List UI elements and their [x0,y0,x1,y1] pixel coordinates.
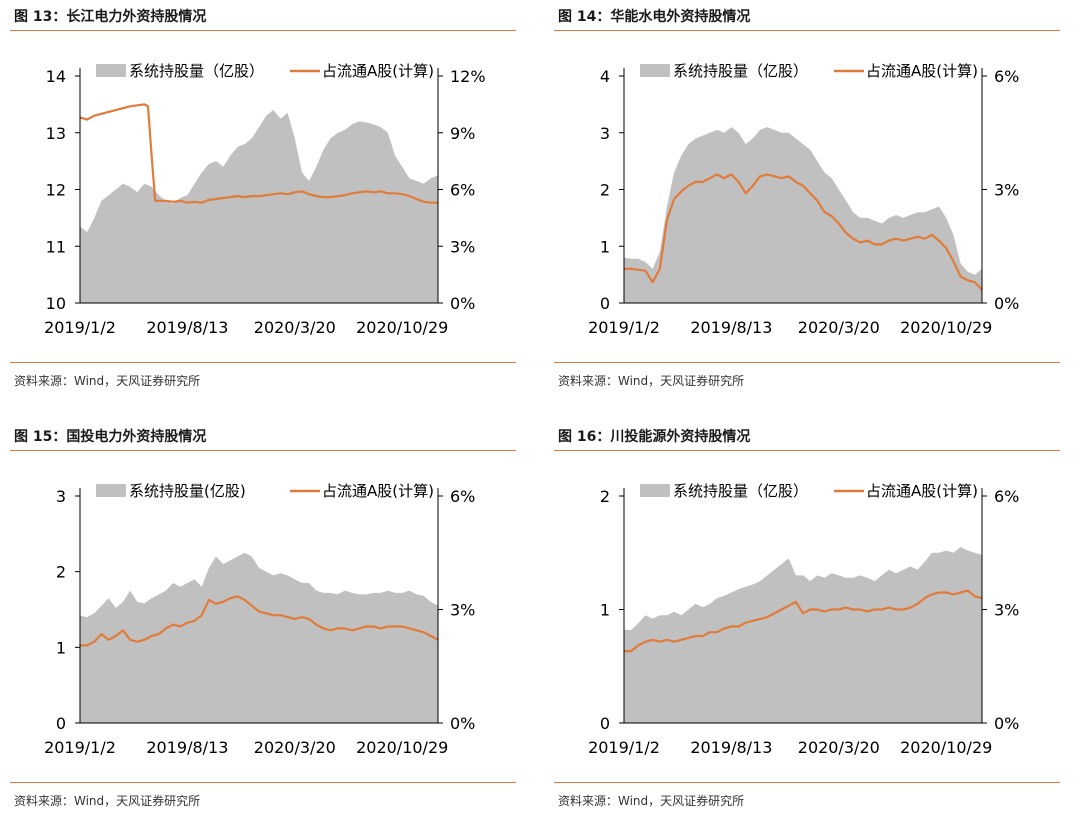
x-tick-label: 2019/1/2 [588,738,660,757]
left-tick-label: 0 [56,714,66,733]
right-tick-label: 9% [450,124,475,143]
left-tick-label: 1 [56,638,66,657]
left-tick-label: 10 [46,294,66,313]
chart-plot: 0 1 2 0% 3% 6% 2019/1/2 2019/8/13 2020/3/20 2020/… [588,482,1019,757]
chart-panel-fig16: 图 16：川投能源外资持股情况 0 1 2 0% 3% 6% 2019/1/2 2019/8/… [554,420,1060,820]
legend-area-swatch [640,484,670,497]
x-tick-label: 2020/3/20 [254,738,336,757]
x-tick-label: 2019/8/13 [146,318,228,337]
source-rule [554,782,1060,783]
x-tick-label: 2020/10/29 [900,738,992,757]
legend-area-swatch [96,64,126,77]
chart-panel-title: 图 13：长江电力外资持股情况 [14,9,207,25]
right-tick-label: 3% [450,601,475,620]
left-tick-label: 1 [600,601,610,620]
right-tick-label: 6% [994,67,1019,86]
right-tick-label: 6% [994,487,1019,506]
chart-plot: 0 1 2 3 0% 3% 6% 2019/1/2 2019/8/13 2020/3/20 2020… [44,482,475,757]
right-tick-label: 0% [994,294,1019,313]
legend-area-label: 系统持股量（亿股） [673,482,808,500]
chart-panel-title: 图 14：华能水电外资持股情况 [558,9,751,25]
x-tick-label: 2020/10/29 [356,318,448,337]
chart-panel-title: 图 15：国投电力外资持股情况 [14,429,207,445]
chart-plot: 10 11 12 13 14 0% 3% 6% 9% 12% 2019/1/2 2019/8/13 20… [44,62,486,337]
left-tick-label: 3 [56,487,66,506]
right-tick-label: 6% [450,487,475,506]
ratio-line [624,173,983,291]
legend-line-label: 占流通A股(计算) [866,62,978,80]
x-tick-label: 2019/8/13 [690,738,772,757]
x-tick-label: 2019/1/2 [44,318,116,337]
chart-panel-fig13: 图 13：长江电力外资持股情况 10 11 12 13 14 0% 3% 6% 9% 12% 201… [10,0,516,400]
ratio-line [80,595,439,647]
legend-line-label: 占流通A股(计算) [866,482,978,500]
source-note: 资料来源：Wind，天风证券研究所 [14,374,201,388]
right-tick-label: 3% [994,181,1019,200]
source-note: 资料来源：Wind，天风证券研究所 [558,374,745,388]
left-tick-label: 14 [46,67,66,86]
left-tick-label: 2 [600,487,610,506]
source-rule [10,782,516,783]
left-tick-label: 1 [600,237,610,256]
title-rule [554,450,1060,451]
right-tick-label: 0% [450,294,475,313]
right-tick-label: 0% [450,714,475,733]
title-rule [10,450,516,451]
right-tick-label: 0% [994,714,1019,733]
legend-area-swatch [640,64,670,77]
legend-area-label: 系统持股量（亿股） [129,62,264,80]
holdings-area [80,110,438,303]
source-rule [554,362,1060,363]
x-tick-label: 2020/3/20 [798,318,880,337]
chart-plot: 0 1 2 3 4 0% 3% 6% 2019/1/2 2019/8/13 2020/3/20 202… [588,62,1019,337]
right-tick-label: 12% [450,67,486,86]
left-tick-label: 2 [600,181,610,200]
source-note: 资料来源：Wind，天风证券研究所 [558,794,745,808]
right-tick-label: 6% [450,181,475,200]
x-tick-label: 2019/1/2 [44,738,116,757]
source-note: 资料来源：Wind，天风证券研究所 [14,794,201,808]
holdings-area [80,552,438,723]
left-tick-label: 0 [600,294,610,313]
left-tick-label: 12 [46,181,66,200]
holdings-area [624,127,982,303]
right-tick-label: 3% [450,237,475,256]
chart-panel-fig14: 图 14：华能水电外资持股情况 0 1 2 3 4 0% 3% 6% 2019/1/2 2019/… [554,0,1060,400]
ratio-line [624,589,983,653]
left-tick-label: 4 [600,67,610,86]
legend-area-label: 系统持股量（亿股） [673,62,808,80]
x-tick-label: 2019/8/13 [690,318,772,337]
right-tick-label: 3% [994,601,1019,620]
x-tick-label: 2020/10/29 [900,318,992,337]
legend-area-swatch [96,484,126,497]
x-tick-label: 2020/3/20 [254,318,336,337]
legend-line-label: 占流通A股(计算) [322,482,434,500]
title-rule [10,30,516,31]
legend-area-label: 系统持股量(亿股) [129,482,246,500]
left-tick-label: 0 [600,714,610,733]
left-tick-label: 3 [600,124,610,143]
ratio-line [79,103,438,204]
left-tick-label: 2 [56,563,66,582]
left-tick-label: 13 [46,124,66,143]
x-tick-label: 2020/3/20 [798,738,880,757]
legend-line-label: 占流通A股(计算) [322,62,434,80]
holdings-area [624,547,982,723]
x-tick-label: 2020/10/29 [356,738,448,757]
chart-panel-title: 图 16：川投能源外资持股情况 [558,429,751,445]
left-tick-label: 11 [46,237,66,256]
x-tick-label: 2019/1/2 [588,318,660,337]
source-rule [10,362,516,363]
x-tick-label: 2019/8/13 [146,738,228,757]
title-rule [554,30,1060,31]
chart-panel-fig15: 图 15：国投电力外资持股情况 0 1 2 3 0% 3% 6% 2019/1/2 2019/8… [10,420,516,820]
